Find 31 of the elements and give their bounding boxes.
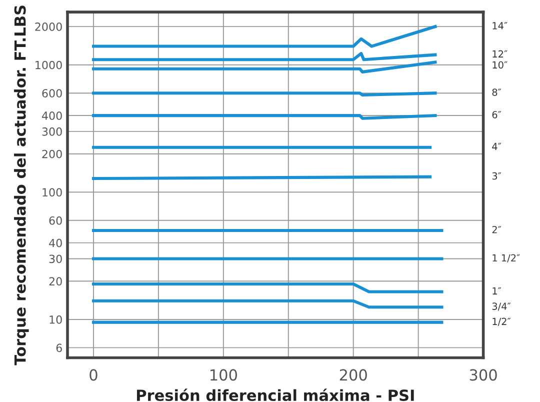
x-tick-label: 200: [340, 369, 367, 381]
x-tick-label: 0: [90, 369, 98, 381]
y-axis-title: Torque recomendado del actuador. FT.LBS: [14, 6, 29, 366]
text: 3/4″: [492, 302, 511, 311]
text: 1″: [492, 287, 502, 294]
y-tick-label: 10: [50, 315, 62, 324]
y-tick-label: 6: [56, 344, 62, 352]
text: 8″: [492, 88, 502, 96]
x-axis-title: Presión diferencial máxima - PSI: [136, 388, 414, 402]
text: 1/2″: [492, 318, 511, 326]
x-tick-label: 300: [470, 369, 497, 381]
y-tick-label: 60: [49, 216, 62, 225]
y-tick-label: 300: [42, 127, 62, 136]
text: 10″: [492, 61, 508, 69]
x-tick-label: 100: [210, 369, 237, 381]
y-tick-label: 100: [42, 188, 62, 197]
text: 4″: [492, 142, 502, 150]
text: 2″: [492, 226, 502, 234]
y-tick-label: 2000: [35, 22, 62, 31]
y-tick-label: 600: [42, 89, 62, 98]
y-tick-label: 30: [49, 254, 62, 264]
text: 6″: [492, 111, 502, 118]
y-tick-label: 1000: [36, 60, 62, 70]
text: 1 1/2″: [492, 254, 520, 262]
y-tick-label: 20: [49, 277, 62, 286]
y-tick-label: 40: [49, 238, 62, 248]
text: 14″: [492, 22, 508, 30]
y-tick-label: 200: [42, 150, 62, 158]
y-tick-label: 400: [42, 112, 62, 120]
text: 3″: [492, 172, 502, 180]
text: 12″: [492, 50, 508, 58]
